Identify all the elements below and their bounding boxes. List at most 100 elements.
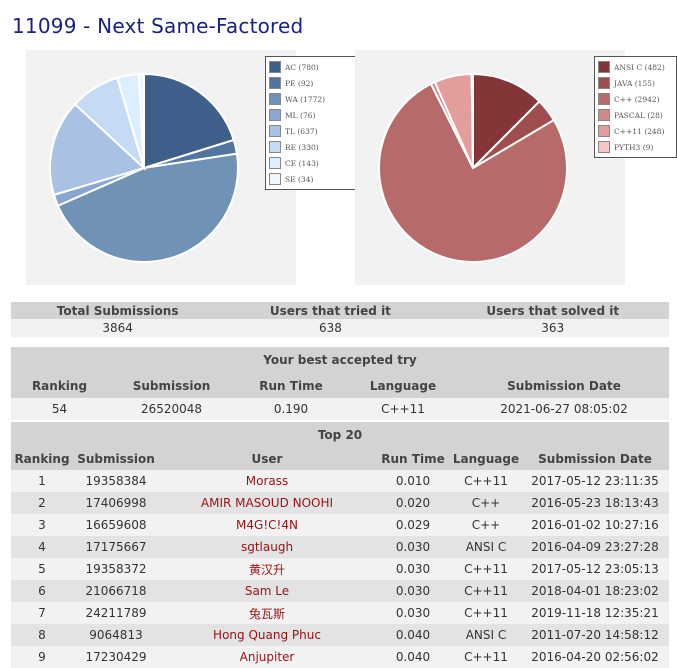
best-language: C++11 (347, 398, 459, 420)
top20-ranking: 3 (11, 514, 73, 536)
verdict-legend-label: SE (34) (285, 174, 314, 184)
language-legend-label: PYTH3 (9) (614, 142, 654, 152)
top20-user[interactable]: sgtlaugh (159, 536, 375, 558)
verdict-legend-swatch (269, 173, 281, 185)
top20-runtime: 0.030 (375, 558, 451, 580)
best-header-runtime: Run Time (235, 373, 347, 398)
top20-header-user: User (159, 448, 375, 470)
top20-submission[interactable]: 21066718 (73, 580, 159, 602)
verdict-legend-label: TL (637) (285, 126, 318, 136)
top20-runtime: 0.040 (375, 646, 451, 668)
stats-table: Total Submissions Users that tried it Us… (11, 302, 669, 337)
table-row: 1 19358384 Morass 0.010 C++11 2017-05-12 23:1… (11, 470, 669, 492)
top20-ranking: 1 (11, 470, 73, 492)
top20-submission[interactable]: 17406998 (73, 492, 159, 514)
top20-user[interactable]: Morass (159, 470, 375, 492)
top20-date: 2018-04-01 18:23:02 (521, 580, 669, 602)
verdict-pie-chart (26, 50, 296, 285)
verdict-legend-label: PE (92) (285, 78, 314, 88)
top20-header-language: Language (451, 448, 521, 470)
table-row: 4 17175667 sgtlaugh 0.030 ANSI C 2016-04-09 2… (11, 536, 669, 558)
top20-submission[interactable]: 24211789 (73, 602, 159, 624)
top20-date: 2016-01-02 10:27:16 (521, 514, 669, 536)
best-submission-link[interactable]: 26520048 (108, 398, 235, 420)
table-row: 8 9064813 Hong Quang Phuc 0.040 ANSI C 2011-0… (11, 624, 669, 646)
table-row: 6 21066718 Sam Le 0.030 C++11 2018-04-01 18:2… (11, 580, 669, 602)
verdict-legend-item: RE (330) (269, 139, 357, 155)
verdict-legend-label: AC (780) (285, 62, 319, 72)
top20-submission[interactable]: 16659608 (73, 514, 159, 536)
top20-runtime: 0.030 (375, 580, 451, 602)
top20-user[interactable]: Sam Le (159, 580, 375, 602)
stats-header-solved: Users that solved it (436, 302, 669, 319)
verdict-legend-item: CE (143) (269, 155, 357, 171)
top20-user[interactable]: 黄汉升 (159, 558, 375, 580)
verdict-legend: AC (780) PE (92) WA (1772) ML (76) TL (637) R… (265, 56, 361, 190)
language-legend-item: C++ (2942) (598, 91, 673, 107)
language-legend-swatch (598, 93, 610, 105)
language-legend-swatch (598, 141, 610, 153)
top20-ranking: 9 (11, 646, 73, 668)
top20-user[interactable]: 兔瓦斯 (159, 602, 375, 624)
language-legend-swatch (598, 61, 610, 73)
top20-user[interactable]: Hong Quang Phuc (159, 624, 375, 646)
stats-header-tried: Users that tried it (224, 302, 437, 319)
top20-language: ANSI C (451, 536, 521, 558)
verdict-pie-svg (49, 72, 239, 263)
top20-language: C++11 (451, 602, 521, 624)
top20-user[interactable]: AMIR MASOUD NOOHI (159, 492, 375, 514)
verdict-legend-item: PE (92) (269, 75, 357, 91)
top20-runtime: 0.010 (375, 470, 451, 492)
top20-user[interactable]: Anjupiter (159, 646, 375, 668)
verdict-legend-swatch (269, 61, 281, 73)
top20-language: C++11 (451, 646, 521, 668)
verdict-legend-label: RE (330) (285, 142, 319, 152)
top20-table: Top 20 Ranking Submission User Run Time … (11, 422, 669, 668)
top20-submission[interactable]: 19358384 (73, 470, 159, 492)
top20-runtime: 0.029 (375, 514, 451, 536)
best-header-language: Language (347, 373, 459, 398)
top20-language: C++11 (451, 558, 521, 580)
top20-runtime: 0.030 (375, 536, 451, 558)
language-pie-chart (355, 50, 625, 285)
verdict-legend-item: ML (76) (269, 107, 357, 123)
top20-ranking: 8 (11, 624, 73, 646)
top20-language: C++11 (451, 580, 521, 602)
top20-submission[interactable]: 9064813 (73, 624, 159, 646)
table-row: 9 17230429 Anjupiter 0.040 C++11 2016-04-20 0… (11, 646, 669, 668)
stats-tried-value: 638 (224, 319, 437, 337)
language-legend-item: C++11 (248) (598, 123, 673, 139)
verdict-legend-label: ML (76) (285, 110, 316, 120)
top20-runtime: 0.040 (375, 624, 451, 646)
language-legend-label: PASCAL (28) (614, 110, 663, 120)
language-legend-swatch (598, 109, 610, 121)
verdict-legend-label: CE (143) (285, 158, 319, 168)
top20-submission[interactable]: 19358372 (73, 558, 159, 580)
stats-total-value: 3864 (11, 319, 225, 337)
top20-ranking: 6 (11, 580, 73, 602)
verdict-pie-slice (143, 72, 235, 170)
best-header-submission: Submission (108, 373, 235, 398)
verdict-pie-slice (137, 72, 145, 169)
top20-user[interactable]: M4G!C!4N (159, 514, 375, 536)
top20-submission[interactable]: 17230429 (73, 646, 159, 668)
best-date: 2021-06-27 08:05:02 (459, 398, 669, 420)
verdict-legend-item: SE (34) (269, 171, 357, 187)
best-try-table: Your best accepted try Ranking Submissio… (11, 347, 669, 420)
language-pie-slice (378, 82, 568, 263)
verdict-legend-swatch (269, 77, 281, 89)
verdict-pie-slice (56, 152, 239, 263)
top20-header-date: Submission Date (521, 448, 669, 470)
page-title: 11099 - Next Same-Factored (12, 14, 304, 38)
top20-header-submission: Submission (73, 448, 159, 470)
top20-date: 2011-07-20 14:58:12 (521, 624, 669, 646)
top20-submission[interactable]: 17175667 (73, 536, 159, 558)
verdict-legend-swatch (269, 109, 281, 121)
top20-ranking: 2 (11, 492, 73, 514)
verdict-legend-item: AC (780) (269, 59, 357, 75)
best-header-date: Submission Date (459, 373, 669, 398)
verdict-legend-swatch (269, 141, 281, 153)
language-legend-label: C++11 (248) (614, 126, 665, 136)
top20-date: 2016-04-20 02:56:02 (521, 646, 669, 668)
best-ranking: 54 (11, 398, 108, 420)
